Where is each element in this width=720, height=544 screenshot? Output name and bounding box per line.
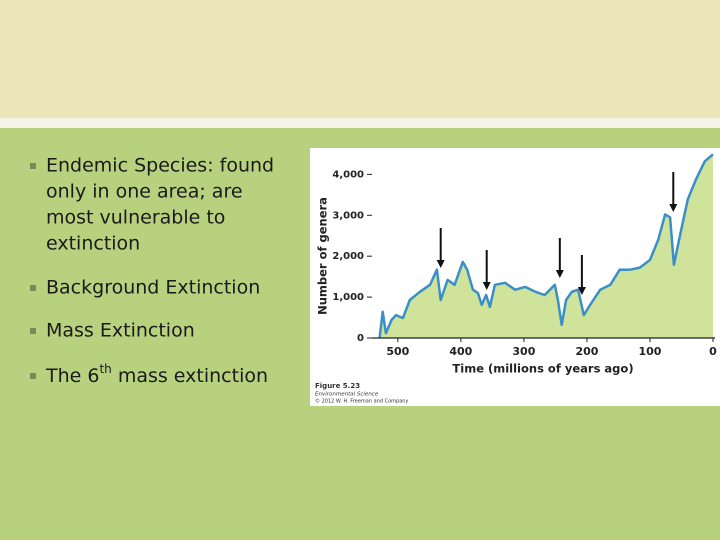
data-line [378, 153, 714, 339]
area-fill [379, 154, 713, 338]
x-tick-label: 200 [575, 345, 598, 358]
y-tick-label: 2,000 [332, 251, 364, 262]
x-tick-label: 500 [386, 345, 409, 358]
extinction-arrow [669, 172, 678, 212]
bullet-marker [30, 285, 36, 291]
stripe [0, 118, 720, 128]
x-tick-label: 0 [709, 345, 717, 358]
bullet-marker [30, 328, 36, 334]
extinction-arrow [436, 228, 445, 268]
bullet-text: Mass Extinction [46, 320, 195, 342]
x-tick-label: 100 [638, 345, 661, 358]
bullet-text: extinction [46, 233, 140, 255]
extinction-arrow [555, 238, 564, 278]
figure-caption: Figure 5.23 [315, 382, 360, 390]
arrow-head [436, 260, 445, 268]
y-tick-label: 0 [357, 333, 364, 344]
figure-caption: Environmental Science [315, 392, 379, 398]
bullet-text: most vulnerable to [46, 207, 225, 229]
bullet-marker [30, 373, 36, 379]
arrow-head [669, 204, 678, 212]
extinction-arrow [482, 250, 491, 290]
bullet-text: only in one area; are [46, 181, 243, 203]
header-band [0, 0, 720, 118]
y-tick-label: 1,000 [332, 292, 364, 303]
x-tick-label: 300 [512, 345, 535, 358]
y-tick-label: 4,000 [332, 169, 364, 180]
bullet-text: The 6th mass extinction [45, 362, 268, 387]
superscript: th [99, 362, 111, 376]
arrow-head [577, 287, 586, 295]
arrow-head [482, 282, 491, 290]
arrow-head [555, 270, 564, 278]
x-tick-label: 400 [449, 345, 472, 358]
bullet-text-part: mass extinction [112, 365, 268, 387]
figure-caption: © 2012 W. H. Freeman and Company [315, 398, 408, 405]
bullet-text: Endemic Species: found [46, 155, 274, 177]
bullet-marker [30, 163, 36, 169]
bullet-text: Background Extinction [46, 277, 260, 299]
bullet-text-part: The 6 [45, 365, 99, 387]
extinction-arrow [577, 255, 586, 295]
y-tick-label: 3,000 [332, 210, 364, 221]
y-axis-label: Number of genera [316, 197, 330, 315]
x-axis-label: Time (millions of years ago) [452, 362, 633, 376]
